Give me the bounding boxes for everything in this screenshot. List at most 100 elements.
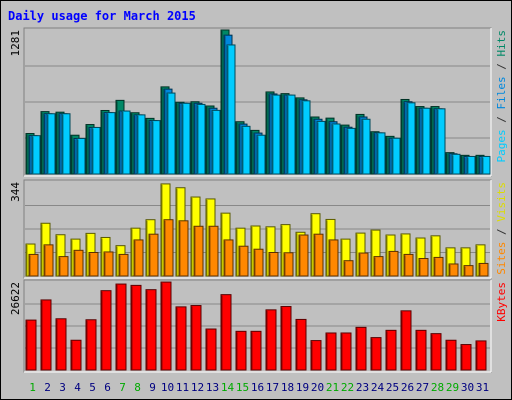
day-label-14: 14	[221, 381, 235, 394]
bar-fill	[445, 339, 457, 371]
day-label-3: 3	[59, 381, 66, 394]
bar-pages-day-23	[361, 118, 371, 175]
bar-fill	[223, 239, 234, 277]
bar-fill	[418, 258, 429, 277]
day-label-31: 31	[476, 381, 489, 394]
bar-pages-day-18	[286, 94, 296, 175]
bar-kbytes-day-23	[355, 326, 367, 371]
bar-pages-day-2	[46, 113, 56, 175]
bar-fill	[118, 253, 129, 277]
bar-fill	[325, 332, 337, 371]
bar-fill	[115, 283, 127, 371]
bar-fill	[433, 256, 444, 277]
bar-pages-day-11	[181, 102, 191, 175]
bar-fill	[298, 234, 309, 277]
bar-pages-day-14	[226, 44, 236, 175]
bar-fill	[385, 329, 397, 371]
bar-pages-day-25	[391, 137, 401, 175]
bar-kbytes-day-26	[400, 310, 412, 371]
bar-fill	[406, 102, 416, 175]
bar-fill	[190, 305, 202, 371]
day-label-20: 20	[311, 381, 324, 394]
bar-fill	[28, 253, 39, 277]
bar-sites-day-26	[403, 253, 414, 277]
bar-kbytes-day-28	[430, 333, 442, 371]
bar-fill	[466, 155, 476, 175]
side-legend-part: Visits	[495, 182, 508, 222]
bar-fill	[283, 252, 294, 277]
bar-sites-day-3	[58, 256, 69, 277]
bar-pages-day-9	[151, 120, 161, 175]
bar-fill	[145, 289, 157, 371]
bar-fill	[268, 252, 279, 277]
bar-pages-day-29	[451, 153, 461, 175]
bar-pages-day-31	[481, 155, 491, 175]
bar-fill	[253, 248, 264, 277]
day-label-6: 6	[104, 381, 111, 394]
bar-fill	[31, 135, 41, 175]
bar-fill	[175, 306, 187, 371]
side-legend: KBytes	[495, 282, 508, 322]
bar-fill	[160, 281, 172, 371]
bar-kbytes-day-30	[460, 344, 472, 371]
bar-fill	[61, 113, 71, 175]
bar-kbytes-day-18	[280, 306, 292, 371]
side-legend-part: /	[495, 222, 508, 242]
bar-kbytes-day-25	[385, 329, 397, 371]
day-label-25: 25	[386, 381, 399, 394]
bar-pages-day-1	[31, 135, 41, 175]
chart-panels: 1281 Pages / Files / Hits 344 Sites / Visit…	[9, 27, 508, 373]
bar-sites-day-14	[223, 239, 234, 277]
bar-fill	[196, 103, 206, 175]
day-label-1: 1	[29, 381, 36, 394]
bar-fill	[193, 225, 204, 277]
bar-fill	[40, 299, 52, 371]
day-label-28: 28	[431, 381, 444, 394]
day-label-22: 22	[341, 381, 354, 394]
bar-kbytes-day-16	[250, 330, 262, 371]
bar-kbytes-day-1	[25, 319, 37, 371]
bar-kbytes-day-7	[115, 283, 127, 371]
bar-fill	[400, 310, 412, 371]
bar-kbytes-day-8	[130, 284, 142, 371]
day-label-21: 21	[326, 381, 339, 394]
bar-fill	[151, 120, 161, 175]
bar-fill	[346, 127, 356, 175]
panel-bottom: 26622 KBytes	[9, 279, 508, 373]
bar-fill	[343, 260, 354, 277]
bar-sites-day-7	[118, 253, 129, 277]
bar-fill	[46, 113, 56, 175]
bar-kbytes-day-20	[310, 340, 322, 371]
bar-sites-day-6	[103, 251, 114, 277]
bar-sites-day-15	[238, 245, 249, 277]
bar-fill	[91, 126, 101, 175]
bar-sites-day-22	[343, 260, 354, 277]
bar-kbytes-day-10	[160, 281, 172, 371]
bar-fill	[73, 249, 84, 277]
day-label-27: 27	[416, 381, 429, 394]
bar-fill	[103, 251, 114, 277]
bar-fill	[463, 265, 474, 277]
bar-fill	[133, 239, 144, 277]
bar-pages-day-22	[346, 127, 356, 175]
side-legend: Sites / Visits	[495, 182, 508, 275]
bar-pages-day-4	[76, 137, 86, 175]
day-label-7: 7	[119, 381, 126, 394]
bar-fill	[211, 109, 221, 175]
bar-fill	[178, 220, 189, 277]
bar-fill	[181, 102, 191, 175]
day-label-17: 17	[266, 381, 279, 394]
bar-fill	[475, 340, 487, 371]
bar-fill	[451, 153, 461, 175]
bar-kbytes-day-5	[85, 319, 97, 371]
day-label-16: 16	[251, 381, 264, 394]
bar-sites-day-10	[163, 219, 174, 277]
bar-pages-day-27	[421, 107, 431, 175]
bar-sites-day-16	[253, 248, 264, 277]
axis-max-label: 1281	[9, 30, 22, 57]
bar-fill	[235, 330, 247, 371]
bar-fill	[328, 239, 339, 277]
bar-sites-day-24	[373, 256, 384, 277]
bar-kbytes-day-27	[415, 329, 427, 371]
bar-fill	[136, 114, 146, 175]
